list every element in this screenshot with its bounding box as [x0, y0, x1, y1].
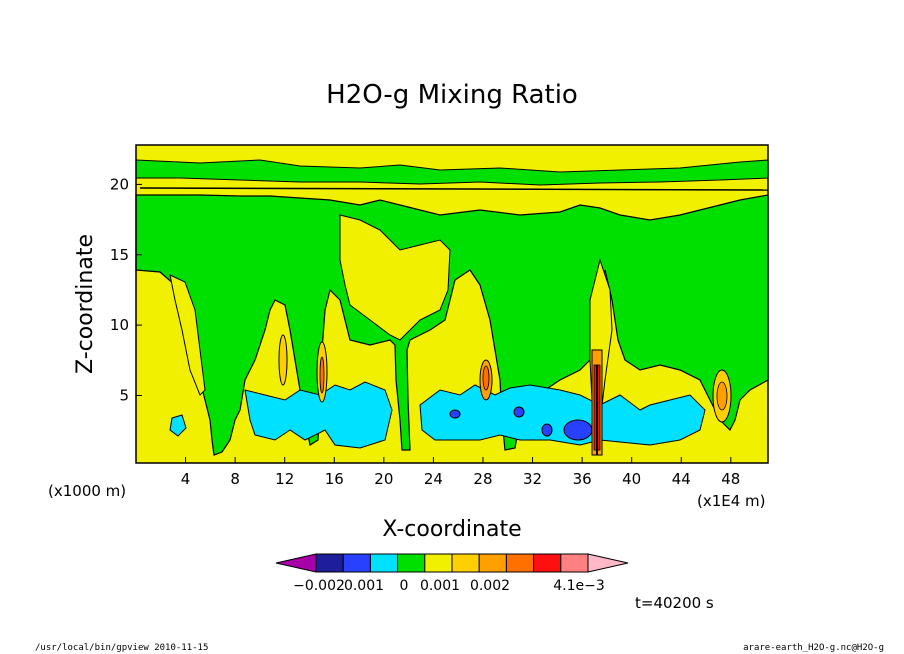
x-tick-label: 32 — [523, 470, 542, 488]
x-scale-label: (x1000 m) — [48, 482, 126, 500]
y-tick-label: 5 — [119, 386, 129, 404]
colorbar-tick-label: 0.002 — [470, 578, 510, 594]
colorbar-swatch — [451, 553, 480, 573]
footer-right: arare-earth_H2O-g.nc@H2O-g — [743, 643, 884, 653]
y-tick-label: 15 — [110, 246, 129, 264]
y-tick-label: 20 — [110, 175, 129, 193]
chart-title: H2O-g Mixing Ratio — [326, 80, 578, 110]
time-label: t=40200 s — [635, 594, 714, 612]
colorbar-tick-labels: −0.002 0.001 0 0.001 0.002 4.1e−3 — [293, 578, 605, 594]
x-unit-label: (x1E4 m) — [697, 492, 766, 510]
plume-48-core — [716, 381, 728, 411]
x-tick-label: 24 — [424, 470, 443, 488]
y-axis: 5 10 15 20 — [110, 175, 142, 404]
colorbar-swatch — [560, 553, 589, 573]
colorbar-swatch — [478, 553, 507, 573]
cyan-band-left — [244, 381, 393, 449]
yellow-column-left — [169, 274, 206, 396]
y-tick-label: 10 — [110, 316, 129, 334]
blue-core-3 — [541, 423, 553, 437]
colorbar-swatch — [397, 553, 426, 573]
x-tick-label: 8 — [230, 470, 240, 488]
x-axis-label: X-coordinate — [382, 517, 521, 542]
blue-core-4 — [563, 419, 593, 441]
blue-core-2 — [513, 406, 525, 418]
plot-frame — [135, 144, 769, 464]
colorbar-swatch — [424, 553, 453, 573]
contour-line-z20 — [139, 187, 769, 191]
plume-15-core — [319, 356, 325, 394]
cyan-band-small — [169, 414, 187, 437]
y-axis-label: Z-coordinate — [73, 234, 98, 374]
x-tick-label: 28 — [473, 470, 492, 488]
colorbar-swatch — [505, 553, 535, 573]
colorbar-tick-label: 0.001 — [420, 578, 460, 594]
x-tick-label: 44 — [672, 470, 691, 488]
colorbar-tick-label: 4.1e−3 — [553, 578, 605, 594]
x-tick-label: 20 — [374, 470, 393, 488]
colorbar-tick-label: 0.001 — [344, 578, 384, 594]
upper-yellow-gap — [339, 214, 451, 341]
green-main-band — [135, 194, 769, 456]
colorbar-swatch — [342, 553, 371, 573]
colorbar-arrow-low — [275, 553, 317, 573]
x-tick-label: 36 — [573, 470, 592, 488]
colorbar — [275, 553, 629, 573]
colorbar-arrow-high — [587, 553, 629, 573]
cyan-band-mid — [419, 384, 706, 446]
colorbar-swatch — [315, 553, 344, 573]
colorbar-swatch — [369, 553, 399, 573]
x-tick-label: 16 — [325, 470, 344, 488]
x-tick-label: 4 — [181, 470, 191, 488]
plume-12 — [278, 334, 288, 386]
x-axis: 4 8 12 16 20 24 28 32 36 40 44 48 — [181, 457, 740, 488]
colorbar-swatch — [533, 553, 562, 573]
blue-core-1 — [449, 409, 461, 419]
plot-area — [135, 145, 769, 463]
colorbar-tick-label: 0 — [400, 578, 409, 594]
colorbar-tick-label: −0.002 — [293, 578, 345, 594]
footer-left: /usr/local/bin/gpview 2010-11-15 — [35, 643, 208, 653]
orange-core-28 — [482, 365, 490, 391]
x-tick-label: 12 — [275, 470, 294, 488]
x-tick-label: 48 — [721, 470, 740, 488]
x-tick-label: 40 — [622, 470, 641, 488]
